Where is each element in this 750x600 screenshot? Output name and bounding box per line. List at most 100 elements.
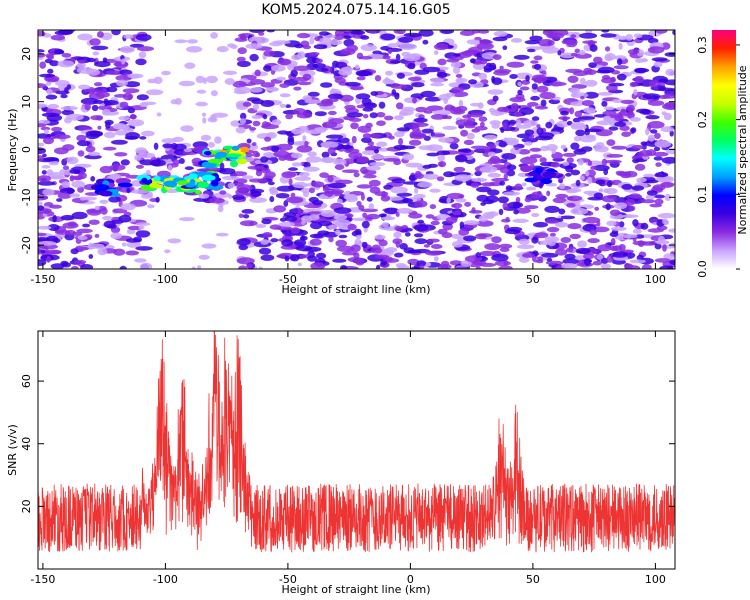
heatmap-cell xyxy=(590,166,597,170)
heatmap-cell xyxy=(618,35,627,41)
heatmap-cell xyxy=(657,87,675,92)
heatmap-cell xyxy=(127,107,136,114)
heatmap-cell xyxy=(285,104,292,109)
heatmap-cell xyxy=(662,93,675,99)
heatmap-cell xyxy=(499,247,510,252)
snr-frame xyxy=(37,330,676,570)
heatmap-cell xyxy=(621,214,639,218)
heatmap-cell xyxy=(519,86,530,91)
heatmap-cell xyxy=(499,65,504,70)
heatmap-cell xyxy=(413,117,428,123)
heatmap-feature xyxy=(231,145,240,151)
heatmap-cell xyxy=(147,204,155,209)
heatmap-cell xyxy=(302,190,310,198)
heatmap-cell xyxy=(515,119,522,127)
heatmap-cell xyxy=(269,190,279,195)
heatmap-cell xyxy=(594,206,600,211)
heatmap-cell xyxy=(327,175,334,183)
heatmap-cell xyxy=(654,198,664,205)
heatmap-cell xyxy=(469,102,482,107)
heatmap-cell xyxy=(269,196,275,203)
heatmap-cell xyxy=(242,101,252,107)
heatmap-cell xyxy=(302,166,320,172)
heatmap-cell xyxy=(332,60,339,68)
heatmap-cell xyxy=(241,175,254,180)
heatmap-cell xyxy=(581,100,595,107)
heatmap-cell xyxy=(241,209,255,214)
heatmap-cell xyxy=(98,105,113,111)
heatmap-cell xyxy=(86,68,101,76)
heatmap-cell xyxy=(443,171,455,178)
heatmap-cell xyxy=(103,100,119,106)
heatmap-cell xyxy=(414,200,428,208)
heatmap-cell xyxy=(61,181,71,188)
heatmap-cell xyxy=(550,161,560,168)
heatmap-cell xyxy=(76,228,93,234)
heatmap-cell xyxy=(76,134,87,142)
heatmap-cell xyxy=(137,46,154,52)
heatmap-cell xyxy=(77,140,91,147)
heatmap-cell xyxy=(597,66,615,74)
heatmap-cell xyxy=(524,141,533,146)
y-tick-label: 0 xyxy=(20,146,33,153)
heatmap-feature xyxy=(524,177,538,183)
heatmap-cell xyxy=(71,180,85,188)
heatmap-cell xyxy=(156,112,162,117)
heatmap-cell xyxy=(381,222,389,228)
heatmap-cell xyxy=(620,108,626,114)
heatmap-cell xyxy=(267,152,273,159)
heatmap-cell xyxy=(307,255,317,262)
heatmap-cell xyxy=(464,201,471,207)
heatmap-cell xyxy=(340,66,354,73)
heatmap-cell xyxy=(50,263,65,269)
heatmap-cell xyxy=(616,171,631,177)
heatmap-cell xyxy=(573,135,582,142)
heatmap-cell xyxy=(238,213,244,219)
heatmap-cell xyxy=(574,53,592,59)
heatmap-cell xyxy=(409,139,422,146)
heatmap-cell xyxy=(266,30,275,33)
heatmap-cell xyxy=(313,44,328,50)
heatmap-cell xyxy=(655,162,662,167)
heatmap-cell xyxy=(395,212,400,217)
heatmap-cell xyxy=(222,70,238,76)
heatmap-cell xyxy=(618,42,623,50)
heatmap-cell xyxy=(491,77,503,85)
heatmap-cell xyxy=(78,84,91,90)
heatmap-cell xyxy=(437,58,447,66)
heatmap-cell xyxy=(90,176,96,182)
heatmap-cell xyxy=(471,177,488,182)
heatmap-cell xyxy=(463,235,477,242)
heatmap-cell xyxy=(125,250,139,256)
heatmap-feature xyxy=(197,181,209,188)
heatmap-cell xyxy=(582,216,601,224)
heatmap-cell xyxy=(50,34,65,41)
heatmap-cell xyxy=(487,144,497,149)
heatmap-cell xyxy=(42,153,47,158)
heatmap-cell xyxy=(436,150,451,156)
heatmap-cell xyxy=(337,137,350,144)
heatmap-cell xyxy=(276,76,287,81)
heatmap-cell xyxy=(187,39,198,44)
heatmap-cell xyxy=(252,120,261,127)
heatmap-feature xyxy=(194,190,201,195)
heatmap-cell xyxy=(135,147,148,155)
heatmap-cell xyxy=(145,89,164,96)
heatmap-cell xyxy=(506,164,517,171)
heatmap-cell xyxy=(69,193,81,198)
heatmap-cell xyxy=(517,89,523,96)
heatmap-cell xyxy=(362,212,368,219)
heatmap-cell xyxy=(38,142,45,147)
heatmap-cell xyxy=(87,209,102,216)
heatmap-cell xyxy=(398,43,417,50)
heatmap-cell xyxy=(661,156,675,164)
heatmap-cell xyxy=(546,190,551,197)
heatmap-cell xyxy=(287,135,294,142)
heatmap-cell xyxy=(660,181,674,188)
heatmap-cell xyxy=(387,48,393,55)
heatmap-cell xyxy=(643,173,655,178)
heatmap-cell xyxy=(621,183,633,190)
heatmap-cell xyxy=(97,248,108,256)
heatmap-cell xyxy=(309,238,322,246)
heatmap-cell xyxy=(394,92,400,100)
